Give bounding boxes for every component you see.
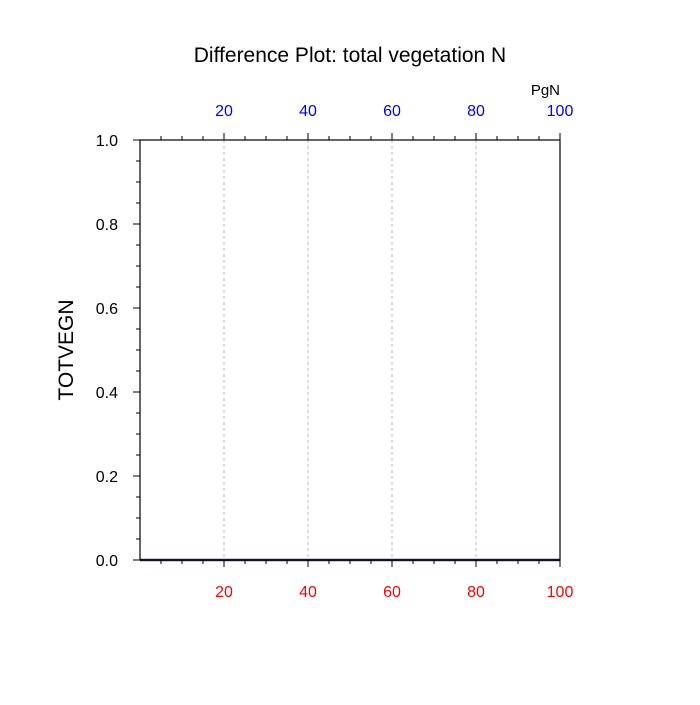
top-axis-unit-label: PgN	[531, 82, 560, 99]
y-axis-label: TOTVEGN	[55, 299, 78, 400]
x-tick-label-top: 60	[383, 103, 401, 120]
x-tick-label-bottom: 100	[547, 584, 574, 601]
x-tick-label-bottom: 60	[383, 584, 401, 601]
x-tick-label-bottom: 80	[467, 584, 485, 601]
y-tick-label: 0.8	[96, 217, 118, 234]
y-tick-label: 0.0	[96, 553, 118, 570]
x-tick-label-top: 20	[215, 103, 233, 120]
ticks-layer	[133, 133, 561, 567]
x-tick-label-bottom: 20	[215, 584, 233, 601]
x-tick-label-top: 40	[299, 103, 317, 120]
x-tick-label-bottom: 40	[299, 584, 317, 601]
chart-title: Difference Plot: total vegetation N	[194, 44, 506, 67]
y-tick-label: 0.6	[96, 301, 118, 318]
x-tick-label-top: 80	[467, 103, 485, 120]
y-tick-label: 0.2	[96, 469, 118, 486]
labels-layer: 20 40 60 80 100 20 40 60 80 100 0.0 0.2 0.4 0.6 0.8 1.0	[96, 103, 574, 601]
grid-layer	[223, 140, 477, 560]
y-tick-label: 0.4	[96, 385, 118, 402]
y-tick-label: 1.0	[96, 133, 118, 150]
x-tick-label-top: 100	[547, 103, 574, 120]
plot-frame	[139, 139, 561, 561]
